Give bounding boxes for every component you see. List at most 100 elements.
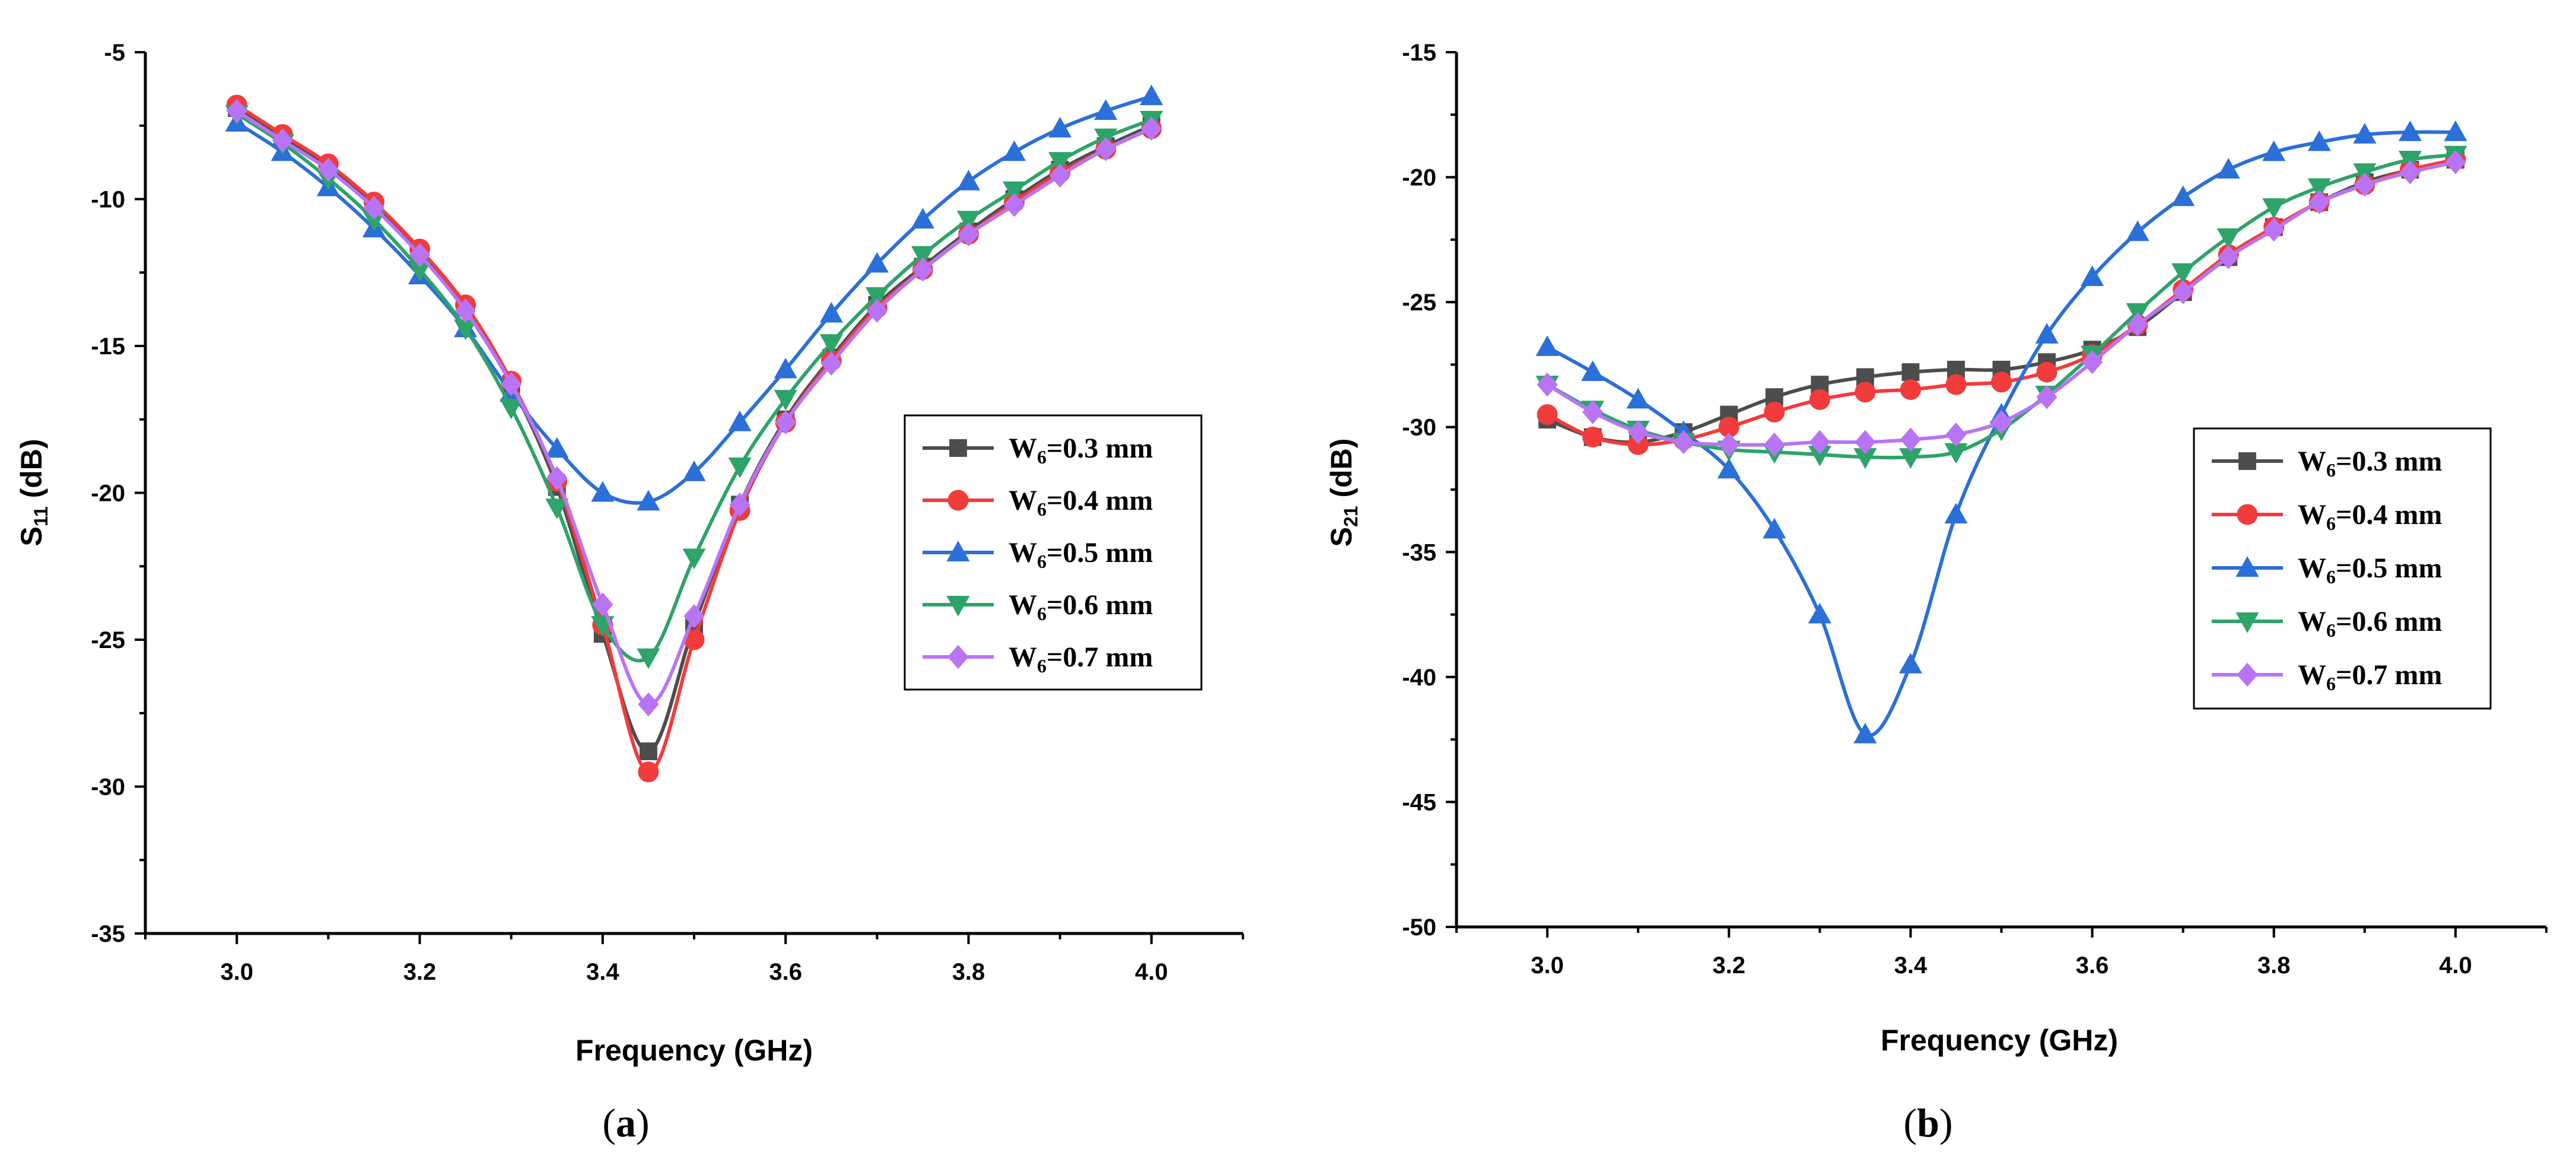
data-point (1809, 389, 1830, 410)
data-point (2307, 178, 2331, 199)
data-point (638, 692, 659, 717)
x-tick-label: 3.6 (2076, 952, 2109, 979)
data-point (2262, 198, 2286, 219)
legend-item: W6=0.5 mm (923, 537, 1153, 572)
data-point (2399, 160, 2421, 185)
data-point (500, 399, 523, 420)
x-axis-label: Frequency (GHz) (575, 1034, 813, 1067)
data-point (2262, 140, 2286, 161)
data-point (774, 357, 797, 379)
legend-item: W6=0.6 mm (923, 589, 1153, 624)
data-point (1808, 602, 1831, 624)
legend-label: W6=0.6 mm (1009, 589, 1153, 624)
data-point (1003, 140, 1026, 161)
data-point (1673, 430, 1694, 455)
data-point (1095, 137, 1117, 161)
data-point (729, 492, 750, 517)
chart-panel-a: 3.0 3.2 3.4 3.6 3.8 4.0 -35 -30 -25 -20 -15 -10 -5 F… (15, 40, 1244, 1145)
data-point (2398, 120, 2422, 141)
data-point (819, 301, 843, 323)
plot-area-a (225, 84, 1163, 783)
legend-marker (946, 541, 970, 561)
data-point (1900, 427, 1922, 452)
data-point (2126, 220, 2149, 242)
legend-item: W6=0.4 mm (2212, 499, 2442, 534)
data-point (1582, 427, 1604, 448)
data-point (2308, 190, 2330, 214)
data-point (728, 458, 752, 478)
x-tick-label: 3.2 (403, 959, 437, 985)
data-point (1048, 116, 1072, 138)
data-point (2171, 263, 2195, 284)
x-tick-label: 4.0 (2439, 952, 2472, 979)
legend-label: W6=0.3 mm (2298, 446, 2442, 481)
legend-item: W6=0.6 mm (2212, 606, 2442, 641)
data-point (1945, 374, 1967, 395)
legend-item: W6=0.3 mm (2212, 446, 2442, 481)
x-tick-label: 3.6 (769, 959, 802, 985)
panel-label-b: (b) (1903, 1100, 1952, 1145)
data-point (1900, 379, 1921, 401)
y-axis-label: S11 (dB) (15, 439, 52, 546)
data-point (1944, 503, 1968, 524)
data-point (820, 351, 842, 376)
data-point (2216, 228, 2240, 249)
data-point (2307, 130, 2331, 151)
y-tick-label: -5 (104, 40, 125, 66)
legend-marker (2238, 452, 2256, 470)
y-tick-label: -20 (91, 481, 125, 507)
axis-ticks-a: 3.0 3.2 3.4 3.6 3.8 4.0 -35 -30 -25 -20 -15 -10 -5 (91, 40, 1244, 985)
data-point (1763, 517, 1786, 539)
x-tick-label: 3.4 (1894, 952, 1928, 979)
legend-marker (2235, 612, 2259, 633)
data-point (1718, 432, 1739, 457)
legend-marker (947, 490, 969, 511)
data-point (1537, 372, 1558, 397)
data-point (1537, 404, 1558, 425)
data-point (1809, 430, 1830, 455)
legend-item: W6=0.4 mm (923, 485, 1153, 520)
y-axis-label: S21 (dB) (1325, 439, 1362, 547)
data-point (639, 742, 657, 761)
y-tick-label: -30 (91, 774, 125, 801)
data-point (2035, 323, 2059, 344)
legend-marker (2235, 556, 2259, 577)
data-point (1003, 181, 1026, 202)
series-line (1545, 160, 2457, 447)
data-point (2036, 361, 2057, 383)
legend-item: W6=0.7 mm (923, 641, 1153, 677)
x-tick-label: 4.0 (1135, 959, 1168, 985)
data-point (1627, 420, 1649, 444)
plot-area-b (1535, 120, 2467, 744)
data-point (865, 287, 889, 308)
data-point (363, 196, 385, 220)
data-point (409, 243, 431, 267)
legend-label: W6=0.4 mm (1009, 485, 1153, 520)
data-point (956, 211, 981, 231)
data-point (1050, 163, 1071, 188)
data-point (1535, 335, 1559, 356)
data-point (2081, 350, 2103, 374)
data-point (956, 170, 981, 190)
data-point (2036, 385, 2057, 409)
data-point (592, 592, 613, 617)
legend: W6=0.3 mm W6=0.4 mm W6=0.5 mm W6=0.6 mm W6=0… (2193, 427, 2492, 710)
data-point (1764, 401, 1785, 423)
legend-label: W6=0.5 mm (2298, 552, 2442, 587)
data-point (501, 372, 522, 396)
data-point (1140, 84, 1163, 106)
data-point (1855, 382, 1876, 403)
y-tick-label: -25 (91, 627, 125, 653)
y-tick-label: -45 (1402, 789, 1436, 815)
legend: W6=0.3 mm W6=0.4 mm W6=0.5 mm W6=0.6 mm W6=0… (904, 414, 1203, 691)
x-tick-label: 3.0 (1531, 952, 1564, 979)
data-point (226, 99, 247, 123)
legend-item: W6=0.7 mm (2212, 659, 2442, 694)
y-tick-label: -15 (1402, 40, 1436, 66)
legend-label: W6=0.6 mm (2298, 606, 2442, 641)
data-point (2263, 217, 2285, 242)
data-point (1945, 423, 1967, 447)
data-point (2353, 123, 2377, 144)
y-tick-label: -10 (91, 187, 125, 213)
